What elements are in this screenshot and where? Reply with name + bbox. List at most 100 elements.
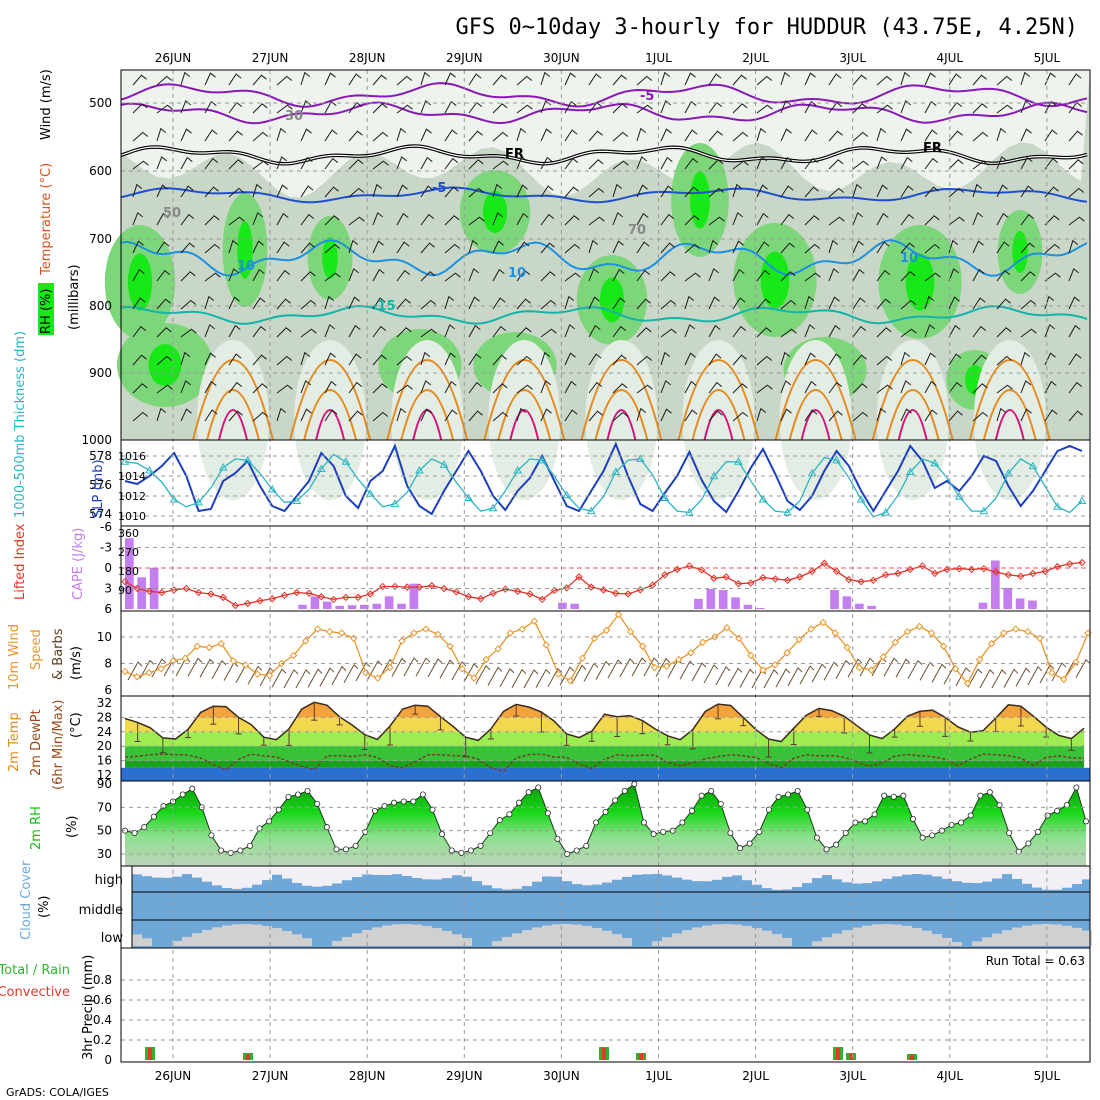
upper-wind-barb (732, 74, 747, 86)
upper-wind-barb (1020, 408, 1032, 422)
wind10m-barb (295, 669, 311, 689)
upper-wind-barb (804, 243, 821, 254)
wind10m-speed-point (891, 638, 900, 647)
rh-saturated-region (690, 171, 710, 229)
upper-wind-barb (540, 408, 552, 422)
wind10m-speed-point (494, 645, 502, 653)
upper-wind-barb (948, 324, 961, 338)
high-cloud-gap (372, 866, 382, 875)
upper-wind-barb (516, 384, 533, 394)
cape-bar (360, 604, 369, 609)
low-cloud-gap (902, 925, 912, 946)
upper-wind-barb (468, 296, 480, 310)
cape-bar (830, 590, 839, 609)
wind10m-speed-point (325, 627, 334, 636)
upper-wind-barb (396, 212, 409, 226)
upper-wind-barb (132, 212, 144, 226)
rh2m-point (314, 800, 321, 807)
low-cloud-gap (562, 924, 572, 946)
lifted-index-point (158, 588, 166, 597)
upper-wind-barb (852, 268, 865, 282)
wind10m-speed-point (614, 610, 623, 619)
upper-wind-barb (156, 104, 173, 114)
upper-wind-barb (468, 324, 481, 338)
upper-wind-barb (276, 355, 293, 366)
rh2m-tick-label: 70 (97, 800, 112, 814)
high-cloud-gap (522, 866, 532, 887)
upper-wind-barb (132, 240, 144, 254)
upper-wind-barb (276, 156, 288, 170)
upper-wind-barb (972, 325, 987, 338)
upper-wind-barb (468, 239, 479, 254)
upper-wind-barb (660, 242, 675, 254)
upper-wind-barb (732, 383, 748, 394)
low-cloud-gap (232, 924, 242, 946)
upper-wind-barb (492, 354, 507, 366)
contour-label: 70 (628, 223, 646, 238)
upper-wind-barb (252, 268, 265, 282)
wind10m-barb (643, 657, 659, 677)
wind10m-speed-point (662, 662, 671, 670)
rh2m-point (448, 847, 455, 854)
cape-bar (706, 588, 716, 609)
rh2m-point (929, 832, 936, 839)
upper-wind-barb (732, 325, 747, 338)
lifted-index-point (489, 589, 497, 597)
rh2m-point (592, 819, 599, 826)
upper-wind-barb (180, 271, 196, 282)
wind10m-speed-point (927, 629, 936, 637)
thickness-point (1077, 496, 1087, 504)
upper-wind-barb (1044, 100, 1057, 114)
upper-wind-barb (996, 384, 1013, 394)
upper-wind-barb (900, 213, 915, 226)
thickness-point (586, 506, 596, 515)
rh-saturated-region (148, 344, 182, 386)
upper-wind-barb (1020, 71, 1031, 86)
date-tick-label-top: 2JUL (742, 51, 769, 65)
lifted-index-point (869, 576, 878, 585)
contour-hot-dome (509, 409, 540, 441)
rh2m-axis-label: 2m RH (29, 806, 44, 850)
upper-wind-barb (204, 272, 221, 282)
wind10m-barb (559, 666, 575, 686)
wind10m-barb (439, 659, 455, 679)
wind10m-speed-point (1072, 658, 1080, 666)
rh-saturated-region (1012, 231, 1028, 273)
rh2m-point (794, 788, 801, 795)
rh2m-point (881, 792, 888, 799)
upper-wind-barb (588, 73, 602, 86)
upper-wind-barb (132, 411, 149, 422)
upper-wind-barb (396, 75, 413, 86)
upper-wind-barb (708, 296, 720, 310)
wind10m-speed-point (831, 629, 839, 637)
rh2m-point (1006, 830, 1013, 837)
low-cloud-gap (432, 928, 442, 946)
wind10m-barb (1015, 667, 1031, 687)
temp2m-tick-label: 20 (97, 739, 112, 753)
lifted-index-point (894, 569, 902, 578)
wind10m-barb (499, 668, 515, 688)
upper-wind-barb (540, 271, 556, 282)
rh2m-point (919, 834, 926, 841)
upper-wind-barb (252, 103, 268, 114)
upper-wind-barb (396, 184, 408, 198)
wind10m-speed-point (783, 649, 791, 657)
precip-tick-label: 0.8 (93, 973, 112, 987)
cape-bar (322, 601, 332, 609)
contour-warm-dome-inner (206, 389, 260, 441)
upper-wind-barb (588, 324, 601, 338)
upper-wind-barb (396, 384, 413, 394)
lifted-index-point (734, 580, 743, 588)
wind10m-barb (571, 664, 587, 684)
low-cloud-gap (442, 930, 452, 946)
wind10m-tick-label: 10 (97, 630, 112, 644)
upper-wind-barb (852, 212, 864, 226)
upper-wind-barb (204, 100, 217, 114)
contour-10-temperature (120, 238, 1088, 277)
upper-wind-barb (276, 298, 291, 310)
rh2m-point (525, 789, 532, 796)
high-cloud-gap (872, 866, 882, 882)
upper-wind-barb (804, 215, 820, 226)
upper-wind-barb (252, 160, 269, 170)
lifted-index-point (342, 593, 350, 602)
